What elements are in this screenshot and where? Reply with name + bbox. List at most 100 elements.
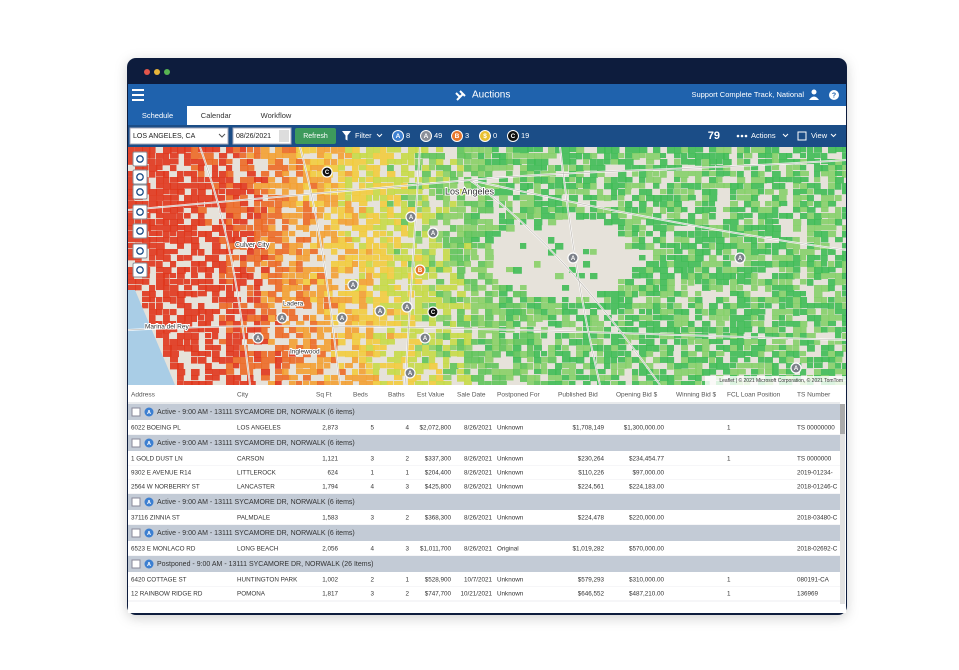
badge-count[interactable]: 8: [406, 131, 410, 140]
map-marker[interactable]: [374, 305, 386, 317]
map-marker[interactable]: [414, 264, 426, 276]
badge-letter[interactable]: $: [483, 133, 487, 140]
map-marker-letter[interactable]: A: [340, 316, 345, 322]
map-marker-letter[interactable]: A: [378, 309, 383, 315]
map-tool-icon[interactable]: [136, 227, 144, 235]
filter-icon[interactable]: [342, 131, 351, 141]
group-checkbox[interactable]: [131, 497, 141, 507]
help-label[interactable]: ?: [832, 92, 836, 99]
table-row[interactable]: [128, 542, 840, 556]
refresh-button[interactable]: [295, 128, 336, 144]
map-marker[interactable]: [252, 332, 264, 344]
map-marker[interactable]: [276, 312, 288, 324]
chevron[interactable]: [782, 133, 789, 138]
badge-letter[interactable]: A: [396, 133, 401, 140]
view-icon[interactable]: [797, 131, 807, 141]
column-header[interactable]: Published Bid: [558, 392, 598, 399]
map-tool-icon[interactable]: [136, 155, 144, 163]
map-tool-icon[interactable]: [136, 266, 144, 274]
column-header[interactable]: FCL Loan Position: [727, 392, 781, 399]
status-badge[interactable]: [507, 130, 519, 142]
table-row[interactable]: [128, 573, 840, 587]
badge-letter[interactable]: B: [455, 133, 460, 140]
column-header[interactable]: City: [237, 392, 249, 399]
map-tool-button[interactable]: [132, 223, 148, 239]
map-marker[interactable]: [336, 312, 348, 324]
menu-icon[interactable]: [132, 89, 144, 101]
map-marker-letter[interactable]: A: [408, 371, 413, 377]
group-title[interactable]: Active - 9:00 AM - 13111 SYCAMORE DR, NO…: [157, 530, 355, 537]
group-title[interactable]: Postponed - 9:00 AM - 13111 SYCAMORE DR,…: [157, 561, 373, 568]
badge-letter[interactable]: C: [511, 133, 516, 140]
column-header[interactable]: Winning Bid $: [676, 392, 716, 399]
active-tab[interactable]: [128, 106, 187, 125]
actions-label[interactable]: Actions: [751, 131, 776, 140]
column-header[interactable]: Opening Bid $: [616, 392, 658, 399]
column-header[interactable]: TS Number: [797, 392, 831, 399]
group-checkbox[interactable]: [131, 438, 141, 448]
badge-letter[interactable]: A: [424, 133, 429, 140]
status-badge[interactable]: [451, 130, 463, 142]
column-header[interactable]: Sq Ft: [316, 392, 332, 399]
map-marker[interactable]: [347, 279, 359, 291]
map-tool-button[interactable]: [132, 184, 148, 200]
map-tool-button[interactable]: [132, 262, 148, 278]
map-tool-icon[interactable]: [136, 247, 144, 255]
badge-count[interactable]: 19: [521, 131, 529, 140]
badge-count[interactable]: 0: [493, 131, 497, 140]
map-tool-icon[interactable]: [136, 173, 144, 181]
badge-count[interactable]: 3: [465, 131, 469, 140]
map-tool-icon[interactable]: [136, 188, 144, 196]
filter-label[interactable]: Filter: [355, 131, 372, 140]
date-input[interactable]: [232, 127, 292, 145]
map-marker[interactable]: [427, 227, 439, 239]
table-row[interactable]: [128, 511, 840, 525]
map-marker-letter[interactable]: A: [280, 316, 285, 322]
chevron[interactable]: [830, 133, 837, 138]
map-marker-letter[interactable]: A: [409, 215, 414, 221]
map-marker[interactable]: [734, 252, 746, 264]
map-marker[interactable]: [401, 301, 413, 313]
map-marker[interactable]: [321, 166, 333, 178]
dropdown-arrow[interactable]: [218, 133, 226, 138]
map-tool-button[interactable]: [132, 243, 148, 259]
date-text[interactable]: 08/26/2021: [236, 133, 271, 140]
chevron[interactable]: [376, 133, 383, 138]
map-marker-letter[interactable]: C: [431, 310, 436, 316]
group-checkbox[interactable]: [131, 528, 141, 538]
group-checkbox[interactable]: [131, 559, 141, 569]
tab-label[interactable]: Calendar: [201, 111, 232, 120]
map-tool-button[interactable]: [132, 151, 148, 167]
column-header[interactable]: Beds: [353, 392, 369, 399]
map-marker[interactable]: [427, 306, 439, 318]
help-icon[interactable]: [829, 90, 839, 100]
map-marker[interactable]: [567, 252, 579, 264]
map-marker-letter[interactable]: A: [256, 336, 261, 342]
map-marker-letter[interactable]: A: [351, 283, 356, 289]
column-header[interactable]: Address: [131, 392, 156, 399]
column-header[interactable]: Sale Date: [457, 392, 486, 399]
refresh-label[interactable]: Refresh: [303, 133, 328, 140]
group-title[interactable]: Active - 9:00 AM - 13111 SYCAMORE DR, NO…: [157, 499, 355, 506]
map-marker[interactable]: [419, 332, 431, 344]
map-marker-letter[interactable]: C: [325, 170, 330, 176]
user-icon[interactable]: [809, 89, 819, 101]
map-marker-letter[interactable]: A: [794, 366, 799, 372]
map-marker-letter[interactable]: B: [418, 268, 423, 274]
view-label[interactable]: View: [811, 131, 828, 140]
column-header[interactable]: Postponed For: [497, 392, 540, 399]
table-row[interactable]: [128, 421, 840, 435]
table-row[interactable]: [128, 587, 840, 601]
map-marker-letter[interactable]: A: [571, 256, 576, 262]
group-title[interactable]: Active - 9:00 AM - 13111 SYCAMORE DR, NO…: [157, 409, 355, 416]
column-header[interactable]: Baths: [388, 392, 405, 399]
more-dots[interactable]: [736, 134, 748, 138]
map-marker[interactable]: [790, 362, 802, 374]
calendar-icon[interactable]: [279, 130, 289, 142]
group-checkbox[interactable]: [131, 407, 141, 417]
map-tool-icon[interactable]: [136, 208, 144, 216]
group-title[interactable]: Active - 9:00 AM - 13111 SYCAMORE DR, NO…: [157, 440, 355, 447]
map-tool-button[interactable]: [132, 169, 148, 185]
table-row[interactable]: [128, 480, 840, 494]
